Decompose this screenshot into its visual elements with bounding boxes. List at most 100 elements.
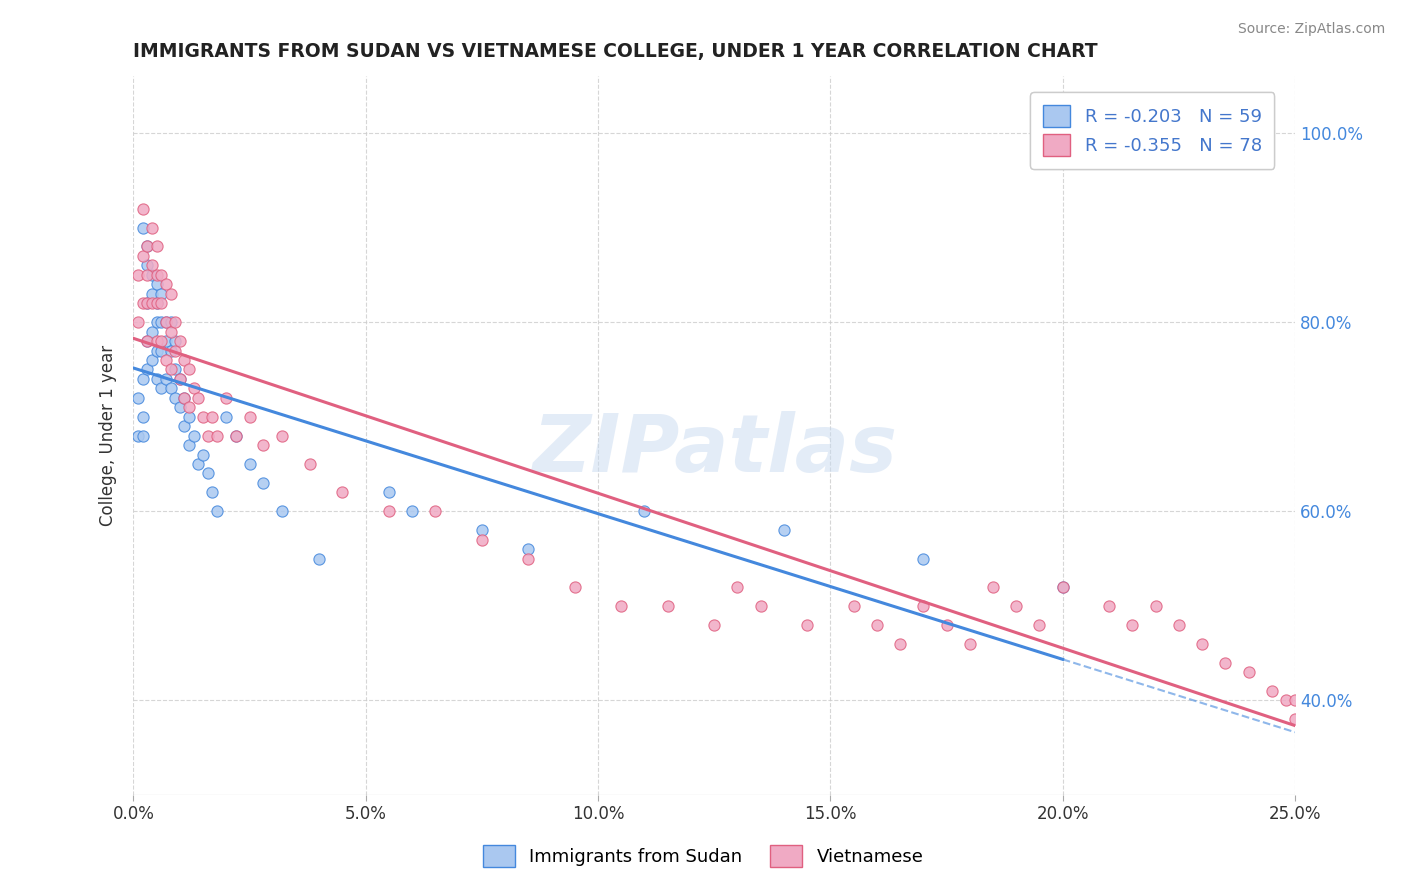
Text: Source: ZipAtlas.com: Source: ZipAtlas.com — [1237, 22, 1385, 37]
Y-axis label: College, Under 1 year: College, Under 1 year — [100, 345, 117, 526]
Point — [136, 296, 159, 310]
Point — [136, 268, 159, 282]
Point — [136, 296, 159, 310]
Point — [308, 551, 330, 566]
Point — [1121, 617, 1143, 632]
Point — [136, 334, 159, 348]
Point — [131, 202, 153, 216]
Point — [749, 599, 772, 613]
Point — [165, 315, 187, 329]
Point — [215, 409, 238, 424]
Point — [145, 372, 167, 386]
Point — [252, 438, 274, 452]
Point — [131, 220, 153, 235]
Text: IMMIGRANTS FROM SUDAN VS VIETNAMESE COLLEGE, UNDER 1 YEAR CORRELATION CHART: IMMIGRANTS FROM SUDAN VS VIETNAMESE COLL… — [134, 42, 1098, 61]
Point — [773, 523, 796, 537]
Point — [159, 325, 181, 339]
Point — [1005, 599, 1028, 613]
Point — [150, 343, 173, 358]
Point — [177, 438, 200, 452]
Point — [183, 428, 205, 442]
Point — [1284, 693, 1306, 707]
Point — [131, 249, 153, 263]
Point — [150, 315, 173, 329]
Point — [191, 448, 214, 462]
Point — [150, 286, 173, 301]
Point — [177, 409, 200, 424]
Point — [1237, 665, 1260, 679]
Point — [1274, 693, 1296, 707]
Point — [1052, 580, 1074, 594]
Point — [173, 419, 195, 434]
Point — [173, 391, 195, 405]
Point — [141, 296, 163, 310]
Point — [1284, 712, 1306, 726]
Point — [159, 343, 181, 358]
Point — [145, 334, 167, 348]
Point — [155, 334, 177, 348]
Point — [471, 523, 494, 537]
Point — [1213, 656, 1236, 670]
Legend: Immigrants from Sudan, Vietnamese: Immigrants from Sudan, Vietnamese — [475, 838, 931, 874]
Point — [141, 325, 163, 339]
Point — [633, 504, 655, 518]
Point — [141, 259, 163, 273]
Point — [197, 428, 219, 442]
Point — [141, 353, 163, 368]
Point — [401, 504, 423, 518]
Point — [1052, 580, 1074, 594]
Point — [159, 381, 181, 395]
Legend: R = -0.203   N = 59, R = -0.355   N = 78: R = -0.203 N = 59, R = -0.355 N = 78 — [1031, 93, 1274, 169]
Point — [205, 428, 228, 442]
Point — [1144, 599, 1167, 613]
Point — [201, 409, 224, 424]
Point — [165, 391, 187, 405]
Point — [141, 286, 163, 301]
Point — [155, 353, 177, 368]
Point — [145, 277, 167, 292]
Point — [866, 617, 889, 632]
Point — [165, 343, 187, 358]
Point — [517, 542, 540, 557]
Point — [1028, 617, 1050, 632]
Point — [1098, 599, 1121, 613]
Point — [169, 334, 191, 348]
Point — [155, 277, 177, 292]
Point — [796, 617, 818, 632]
Point — [183, 381, 205, 395]
Point — [145, 296, 167, 310]
Point — [238, 457, 260, 471]
Point — [935, 617, 957, 632]
Point — [378, 485, 401, 500]
Point — [912, 599, 935, 613]
Point — [657, 599, 679, 613]
Point — [169, 372, 191, 386]
Point — [136, 259, 159, 273]
Point — [177, 401, 200, 415]
Point — [238, 409, 260, 424]
Point — [127, 428, 149, 442]
Point — [225, 428, 247, 442]
Point — [1261, 684, 1284, 698]
Text: ZIPatlas: ZIPatlas — [531, 411, 897, 489]
Point — [271, 428, 294, 442]
Point — [842, 599, 865, 613]
Point — [141, 268, 163, 282]
Point — [131, 409, 153, 424]
Point — [131, 296, 153, 310]
Point — [155, 372, 177, 386]
Point — [141, 220, 163, 235]
Point — [177, 362, 200, 376]
Point — [378, 504, 401, 518]
Point — [159, 315, 181, 329]
Point — [159, 362, 181, 376]
Point — [169, 401, 191, 415]
Point — [173, 391, 195, 405]
Point — [298, 457, 321, 471]
Point — [205, 504, 228, 518]
Point — [131, 372, 153, 386]
Point — [425, 504, 447, 518]
Point — [150, 334, 173, 348]
Point — [725, 580, 748, 594]
Point — [517, 551, 540, 566]
